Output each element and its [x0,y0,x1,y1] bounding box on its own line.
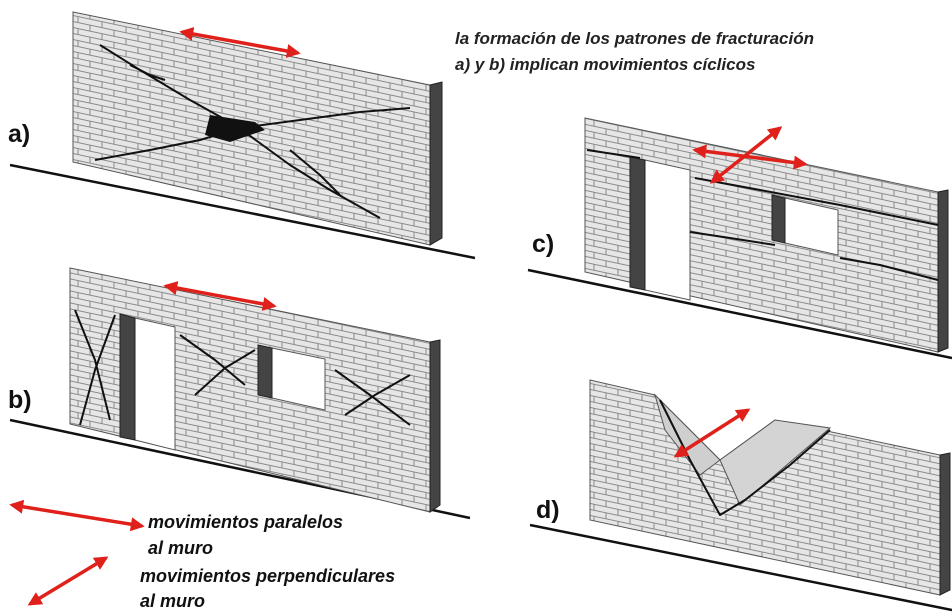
legend-text: al muro [148,538,213,558]
panel-label: b) [8,386,32,414]
wall-a [72,11,443,246]
legend-text: al muro [140,591,205,611]
panel-label: c) [532,230,554,258]
ground-line [9,163,476,260]
arrow-parallel [163,281,277,311]
caption: la formación de los patrones de fractura… [455,29,814,48]
caption: a) y b) implican movimientos cíclicos [455,55,755,74]
wall-d [589,379,951,596]
panel-label: d) [536,496,560,524]
legend-arrow-perpendicular [27,556,109,606]
legend-text: movimientos paralelos [148,512,343,532]
legend-arrow-parallel [9,499,145,532]
ground-line [529,523,952,612]
legend-text: movimientos perpendiculares [140,566,395,586]
wall-c [584,117,949,353]
panel-label: a) [8,120,30,148]
arrow-perpendicular [709,126,783,184]
wall-b [69,267,441,513]
arrow-parallel [179,27,301,58]
ground-line [527,268,952,360]
arrow-perpendicular [673,408,751,458]
